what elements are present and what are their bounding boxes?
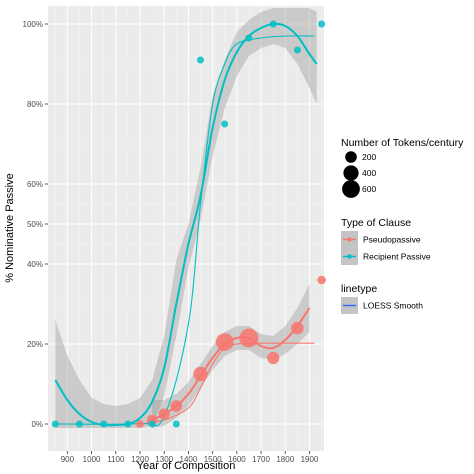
y-tick-label: 20% [27, 340, 43, 349]
data-point-recipient-passive [172, 420, 180, 428]
data-point-recipient-passive [51, 420, 59, 428]
x-tick-label: 1800 [276, 455, 294, 464]
data-point-pseudopassive [193, 366, 208, 382]
legend-size-key [345, 151, 357, 163]
data-point-recipient-passive [221, 120, 229, 128]
y-tick-label: 0% [31, 420, 43, 429]
axes: 900 1000 1100 1200 1300 1400 1500 1600 1700 1800 1… [23, 20, 319, 464]
x-tick-label: 1500 [204, 455, 222, 464]
data-point-recipient-passive [293, 46, 301, 54]
data-points [51, 20, 326, 428]
x-axis-title: Year of Composition [137, 460, 236, 472]
legend-color-title: Type of Clause [341, 217, 411, 229]
legend-size-key [343, 165, 359, 181]
legend-color-label: Pseudopassive [363, 235, 421, 245]
data-point-pseudopassive [170, 400, 183, 412]
legend-color-label: Recipient Passive [363, 252, 431, 262]
data-point-pseudopassive [215, 333, 234, 351]
confidence-band-recipient-passive [55, 8, 317, 428]
data-point-pseudopassive [239, 328, 259, 348]
y-tick-label: 40% [27, 260, 43, 269]
y-tick-label: 100% [23, 20, 43, 29]
data-point-pseudopassive [158, 408, 170, 420]
legend-color-key-point [347, 237, 352, 242]
x-tick-label: 1600 [228, 455, 246, 464]
legend: Number of Tokens/century 200 400 600 Type … [341, 137, 464, 314]
y-tick-label: 60% [27, 180, 43, 189]
legend-size-label: 600 [362, 184, 376, 194]
y-tick-label: 80% [27, 100, 43, 109]
x-tick-label: 1300 [155, 455, 173, 464]
data-point-pseudopassive [317, 275, 326, 285]
y-axis-title: % Nominative Passive [4, 173, 16, 282]
data-point-recipient-passive [148, 420, 156, 428]
confidence-bands [55, 8, 317, 428]
x-tick-label: 1200 [131, 455, 149, 464]
legend-linetype-label: LOESS Smooth [363, 301, 423, 311]
data-point-recipient-passive [124, 420, 132, 428]
data-point-recipient-passive [245, 34, 253, 42]
x-tick-label: 900 [61, 455, 75, 464]
legend-size-label: 400 [362, 168, 376, 178]
confidence-band-pseudopassive [152, 284, 310, 428]
trend-line-pseudopassive [139, 342, 315, 425]
data-point-recipient-passive [318, 20, 326, 28]
trend-line-recipient-passive [55, 35, 315, 427]
legend-linetype-title: linetype [341, 283, 377, 295]
legend-color-keys: Pseudopassive Recipient Passive [341, 231, 431, 265]
y-tick-label: 50% [27, 220, 43, 229]
legend-size-title: Number of Tokens/century [341, 137, 464, 149]
data-point-recipient-passive [100, 420, 108, 428]
x-tick-label: 1900 [301, 455, 319, 464]
data-point-pseudopassive [267, 351, 280, 365]
data-point-recipient-passive [197, 56, 204, 64]
data-point-recipient-passive [76, 420, 83, 428]
panel-background [48, 6, 324, 451]
legend-size-keys: 200 400 600 [342, 151, 376, 198]
legend-size-label: 200 [362, 152, 376, 162]
legend-linetype-keys: LOESS Smooth [341, 297, 423, 314]
data-point-pseudopassive [291, 321, 304, 335]
data-point-recipient-passive [269, 20, 277, 28]
x-tick-label: 1400 [180, 455, 198, 464]
legend-color-key-point [347, 254, 352, 259]
x-tick-label: 1100 [107, 455, 125, 464]
data-point-pseudopassive [136, 420, 144, 428]
legend-size-key [342, 180, 360, 198]
x-tick-label: 1700 [252, 455, 270, 464]
minor-gridlines [48, 6, 324, 451]
x-tick-label: 1000 [83, 455, 101, 464]
